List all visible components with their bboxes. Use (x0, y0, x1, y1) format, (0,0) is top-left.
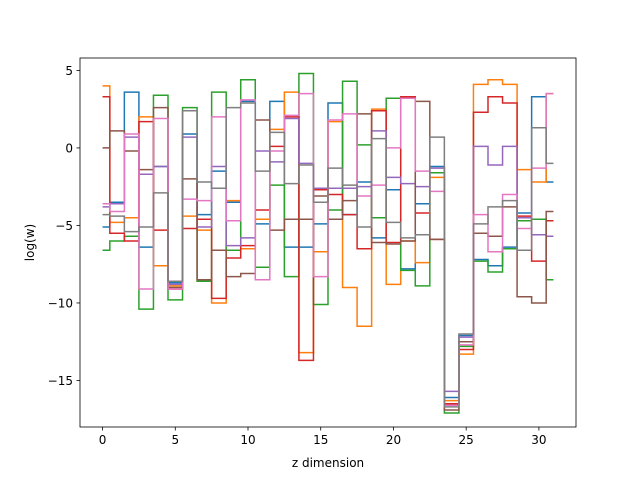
series-layer (102, 72, 554, 414)
y-tick-label: −15 (48, 374, 73, 388)
y-tick-label: 0 (65, 141, 73, 155)
x-tick-label: 5 (171, 433, 179, 447)
y-tick-label: 5 (65, 64, 73, 78)
y-axis-label: log(w) (23, 224, 37, 261)
y-tick-label: −5 (55, 219, 73, 233)
x-tick-label: 20 (386, 433, 401, 447)
x-tick-label: 0 (99, 433, 107, 447)
series-line-8 (102, 102, 554, 408)
series-line-5 (102, 117, 554, 393)
x-tick-label: 10 (240, 433, 255, 447)
plot-frame (79, 57, 577, 428)
y-axis: 5 0 −5 −10 −15 (48, 64, 80, 388)
series-line-1 (102, 91, 554, 399)
x-tick-label: 25 (459, 433, 474, 447)
x-tick-label: 15 (313, 433, 328, 447)
x-axis: 0 5 10 15 20 25 30 (99, 427, 547, 447)
y-tick-label: −10 (48, 296, 73, 310)
x-tick-label: 30 (531, 433, 546, 447)
x-axis-label: z dimension (292, 456, 364, 470)
